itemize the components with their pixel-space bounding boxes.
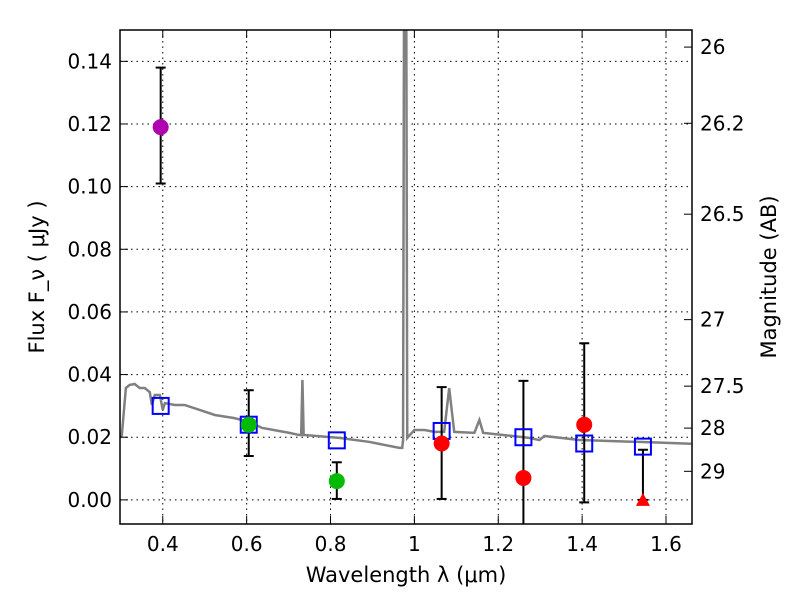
y-tick-label: 0.14 <box>67 49 112 73</box>
y-tick-label: 0.06 <box>67 300 112 324</box>
y-tick-label: 0.00 <box>67 488 112 512</box>
model-photometry-square <box>575 434 594 453</box>
observed-point <box>152 119 169 136</box>
right-axis-label: Magnitude (AB) <box>757 195 781 358</box>
x-tick-label: 1.6 <box>650 532 682 556</box>
y-tick-label: 0.12 <box>67 112 112 136</box>
right-tick-label: 26.2 <box>700 111 745 135</box>
y-axis-label: Flux F_ν ( μJy ) <box>25 200 50 353</box>
x-tick-label: 1.2 <box>482 532 514 556</box>
observed-point <box>433 435 450 452</box>
observed-point <box>328 473 345 490</box>
model-spectrum-line <box>120 30 692 450</box>
model-photometry-square <box>633 437 652 456</box>
y-tick-label: 0.02 <box>67 425 112 449</box>
model-photometry-square <box>514 428 533 447</box>
right-tick-label: 27 <box>700 308 725 332</box>
x-tick-label: 0.4 <box>147 532 179 556</box>
upper-limit-triangle <box>635 492 650 506</box>
x-tick-label: 1 <box>408 532 421 556</box>
y-tick-label: 0.08 <box>67 237 112 261</box>
y-tick-label: 0.10 <box>67 175 112 199</box>
right-tick-label: 28 <box>700 416 725 440</box>
right-tick-label: 27.5 <box>700 374 745 398</box>
observed-point <box>515 469 532 486</box>
right-tick-label: 26 <box>700 35 725 59</box>
x-tick-label: 0.6 <box>231 532 263 556</box>
x-axis-label: Wavelength λ (μm) <box>306 563 507 587</box>
plot-area <box>120 30 692 524</box>
ticks: 0.4 0.6 0.8 1 1.2 1.4 1.6 0.00 0.02 0.04 0.06 0.08 0… <box>67 30 745 556</box>
observed-point <box>240 416 257 433</box>
observed-point <box>576 416 593 433</box>
x-tick-label: 0.8 <box>315 532 347 556</box>
model-photometry-square <box>327 431 346 450</box>
model-photometry-square <box>151 396 170 415</box>
axes-frame <box>119 29 693 525</box>
right-tick-label: 29 <box>700 459 725 483</box>
y-tick-label: 0.04 <box>67 363 112 387</box>
x-tick-label: 1.4 <box>566 532 598 556</box>
right-tick-label: 26.5 <box>700 202 745 226</box>
